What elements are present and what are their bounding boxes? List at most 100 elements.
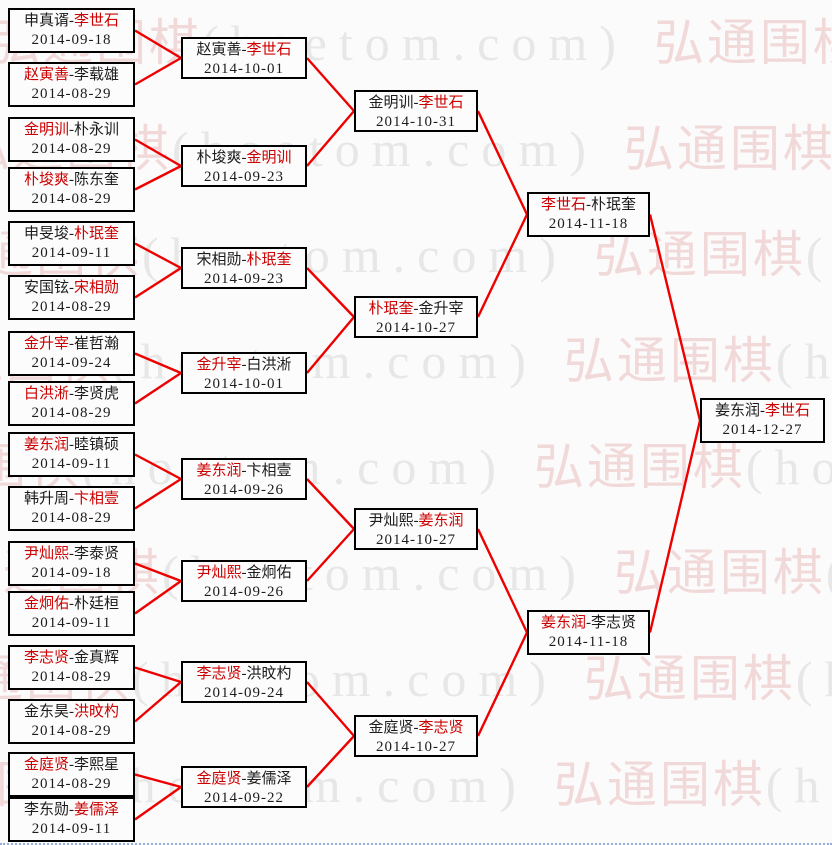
- match-players: 金炯佑-朴廷桓: [10, 595, 133, 614]
- vs-dash: -: [69, 13, 74, 29]
- bracket-connector-line: [306, 528, 355, 582]
- player-loser: 朴廷桓: [74, 596, 120, 612]
- match-date: 2014-08-29: [31, 191, 112, 207]
- watermark-text-cn: 弘通围棋: [623, 121, 832, 177]
- player-loser: 李贤虎: [74, 386, 120, 402]
- match-box-round-of-32-1[interactable]: 申真谞-李世石 2014-09-18: [8, 8, 135, 53]
- vs-dash: -: [413, 95, 419, 111]
- vs-dash: -: [69, 122, 74, 138]
- match-box-round-of-16-7[interactable]: 李志贤-洪旼杓 2014-09-24: [181, 661, 307, 703]
- match-box-round-of-32-13[interactable]: 李志贤-金真辉 2014-08-29: [8, 645, 135, 690]
- match-box-round-of-32-5[interactable]: 申旻埈-朴珉奎 2014-09-11: [8, 221, 135, 266]
- player-winner: 姜东润: [23, 437, 69, 453]
- vs-dash: -: [69, 437, 74, 453]
- match-box-round-of-32-15[interactable]: 金庭贤-李熙星 2014-08-29: [8, 752, 135, 797]
- match-box-round-of-16-8[interactable]: 金庭贤-姜儒泽 2014-09-22: [181, 766, 307, 808]
- vs-dash: -: [69, 280, 74, 296]
- match-players: 申真谞-李世石: [10, 12, 133, 31]
- match-box-quarterfinals-4[interactable]: 金庭贤-李志贤 2014-10-27: [354, 715, 478, 757]
- vs-dash: -: [69, 172, 74, 188]
- player-loser: 崔哲瀚: [74, 336, 120, 352]
- match-players: 金庭贤-姜儒泽: [183, 770, 305, 789]
- match-box-round-of-32-11[interactable]: 尹灿熙-李泰贤 2014-09-18: [8, 541, 135, 586]
- match-box-round-of-16-5[interactable]: 姜东润-卞相壹 2014-09-26: [181, 458, 307, 500]
- match-box-final-1[interactable]: 姜东润-李世石 2014-12-27: [700, 398, 825, 443]
- bracket-connector-line: [306, 735, 355, 788]
- match-players: 姜东润-李志贤: [529, 614, 648, 633]
- player-loser: 金升宰: [418, 301, 464, 317]
- watermark-text-en: (hoetom.com): [745, 439, 832, 495]
- vs-dash: -: [413, 720, 419, 736]
- match-box-round-of-32-2[interactable]: 赵寅善-李载雄 2014-08-29: [8, 62, 135, 107]
- match-players: 金东昊-洪旼杓: [10, 703, 133, 722]
- match-box-semifinals-1[interactable]: 李世石-朴珉奎 2014-11-18: [527, 192, 650, 237]
- watermark-text-en: (hoetom.com): [765, 757, 832, 813]
- watermark-text-cn: 弘通围棋: [553, 757, 766, 813]
- vs-dash: -: [241, 252, 247, 268]
- match-box-quarterfinals-1[interactable]: 金明训-李世石 2014-10-31: [354, 90, 478, 132]
- match-players: 申旻埈-朴珉奎: [10, 225, 133, 244]
- match-players: 金庭贤-李熙星: [10, 756, 133, 775]
- vs-dash: -: [413, 513, 419, 529]
- match-players: 朴埈爽-陈东奎: [10, 171, 133, 190]
- match-players: 朴埈爽-金明训: [183, 149, 305, 168]
- vs-dash: -: [69, 336, 74, 352]
- player-winner: 李志贤: [23, 650, 69, 666]
- match-date: 2014-11-18: [548, 634, 629, 650]
- match-box-round-of-32-16[interactable]: 李东勋-姜儒泽 2014-09-11: [8, 797, 135, 842]
- player-loser: 李志贤: [591, 615, 637, 631]
- player-winner: 金炯佑: [23, 596, 69, 612]
- match-date: 2014-09-24: [204, 685, 284, 701]
- player-loser: 姜儒泽: [246, 771, 292, 787]
- player-winner: 金明训: [23, 122, 69, 138]
- match-players: 尹灿熙-姜东润: [356, 512, 476, 531]
- player-loser: 李东勋: [23, 802, 69, 818]
- player-loser: 金真辉: [74, 650, 120, 666]
- match-players: 白洪淅-李贤虎: [10, 385, 133, 404]
- bracket-connector-line: [134, 580, 182, 615]
- player-winner: 李世石: [540, 197, 586, 213]
- match-box-round-of-16-6[interactable]: 尹灿熙-金炯佑 2014-09-26: [181, 560, 307, 602]
- match-date: 2014-08-29: [31, 299, 112, 315]
- match-box-round-of-32-7[interactable]: 金升宰-崔哲瀚 2014-09-24: [8, 331, 135, 376]
- match-box-round-of-16-2[interactable]: 朴埈爽-金明训 2014-09-23: [181, 145, 307, 187]
- match-box-round-of-32-6[interactable]: 安国铉-宋相勋 2014-08-29: [8, 275, 135, 320]
- match-box-quarterfinals-2[interactable]: 朴珉奎-金升宰 2014-10-27: [354, 296, 478, 338]
- match-date: 2014-09-11: [31, 615, 112, 631]
- match-box-round-of-32-14[interactable]: 金东昊-洪旼杓 2014-08-29: [8, 699, 135, 744]
- player-winner: 卞相壹: [74, 491, 120, 507]
- match-box-round-of-32-9[interactable]: 姜东润-睦镇硕 2014-09-11: [8, 432, 135, 477]
- match-date: 2014-09-11: [31, 245, 112, 261]
- bracket-connector-line: [134, 773, 182, 789]
- match-box-quarterfinals-3[interactable]: 尹灿熙-姜东润 2014-10-27: [354, 508, 478, 550]
- bracket-connector-line: [476, 631, 529, 737]
- player-winner: 姜东润: [540, 615, 586, 631]
- player-winner: 尹灿熙: [23, 546, 69, 562]
- player-winner: 赵寅善: [23, 67, 69, 83]
- player-loser: 申真谞: [23, 13, 69, 29]
- match-box-round-of-32-8[interactable]: 白洪淅-李贤虎 2014-08-29: [8, 381, 135, 426]
- match-date: 2014-08-29: [31, 669, 112, 685]
- match-box-round-of-32-3[interactable]: 金明训-朴永训 2014-08-29: [8, 117, 135, 162]
- player-winner: 李志贤: [418, 720, 464, 736]
- vs-dash: -: [241, 565, 247, 581]
- player-loser: 韩升周: [23, 491, 69, 507]
- match-box-round-of-32-12[interactable]: 金炯佑-朴廷桓 2014-09-11: [8, 591, 135, 636]
- vs-dash: -: [69, 802, 74, 818]
- match-box-round-of-16-3[interactable]: 宋相勋-朴珉奎 2014-09-23: [181, 247, 307, 289]
- player-loser: 洪旼杓: [246, 666, 292, 682]
- match-box-semifinals-2[interactable]: 姜东润-李志贤 2014-11-18: [527, 610, 650, 655]
- match-players: 赵寅善-李世石: [183, 41, 305, 60]
- match-box-round-of-16-4[interactable]: 金升宰-白洪淅 2014-10-01: [181, 352, 307, 394]
- bracket-connector-line: [134, 242, 182, 270]
- player-loser: 睦镇硕: [74, 437, 120, 453]
- bracket-connector-line: [134, 56, 182, 86]
- watermark-text-en: (hoetom.com): [826, 545, 832, 601]
- match-box-round-of-32-10[interactable]: 韩升周-卞相壹 2014-08-29: [8, 486, 135, 531]
- match-box-round-of-32-4[interactable]: 朴埈爽-陈东奎 2014-08-29: [8, 167, 135, 212]
- match-date: 2014-09-23: [204, 169, 284, 185]
- match-box-round-of-16-1[interactable]: 赵寅善-李世石 2014-10-01: [181, 37, 307, 79]
- match-players: 金庭贤-李志贤: [356, 719, 476, 738]
- vs-dash: -: [241, 463, 247, 479]
